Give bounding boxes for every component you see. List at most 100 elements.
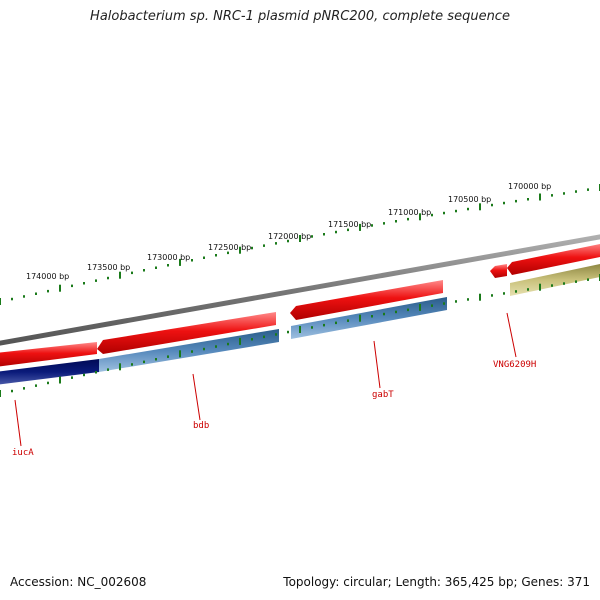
inner-ruler-minor-tick bbox=[527, 288, 529, 291]
inner-ruler-minor-tick bbox=[491, 294, 493, 297]
inner-ruler-major-tick bbox=[0, 390, 1, 397]
accession-text: Accession: NC_002608 bbox=[10, 575, 147, 589]
outer-ruler bbox=[0, 184, 600, 305]
inner-ruler-minor-tick bbox=[575, 280, 577, 283]
inner-ruler-minor-tick bbox=[95, 371, 97, 374]
inner-ruler-minor-tick bbox=[215, 345, 217, 348]
inner-ruler bbox=[0, 274, 600, 397]
inner-ruler-major-tick bbox=[359, 314, 361, 322]
outer-ruler-minor-tick bbox=[467, 207, 469, 211]
outer-ruler-minor-tick bbox=[371, 224, 373, 227]
outer-ruler-minor-tick bbox=[35, 292, 37, 295]
outer-ruler-minor-tick bbox=[515, 199, 517, 203]
outer-ruler-minor-tick bbox=[47, 289, 49, 293]
ruler-label-171500: 171500 bp bbox=[328, 220, 371, 229]
outer-ruler-minor-tick bbox=[251, 246, 253, 250]
inner-ruler-minor-tick bbox=[515, 290, 517, 293]
ruler-label-174000: 174000 bp bbox=[26, 272, 69, 281]
ruler-labels: 174000 bp 173500 bp 173000 bp 172500 bp … bbox=[26, 182, 551, 281]
outer-ruler-minor-tick bbox=[587, 188, 589, 191]
inner-ruler-minor-tick bbox=[143, 360, 145, 364]
outer-ruler-major-tick bbox=[59, 284, 61, 292]
outer-ruler-minor-tick bbox=[143, 269, 145, 272]
outer-ruler-minor-tick bbox=[107, 276, 109, 280]
inner-ruler-minor-tick bbox=[587, 278, 589, 281]
outer-ruler-minor-tick bbox=[71, 284, 73, 288]
leader-iucA bbox=[14, 399, 22, 447]
outer-ruler-minor-tick bbox=[527, 198, 529, 201]
outer-ruler-major-tick bbox=[479, 203, 481, 211]
outer-ruler-minor-tick bbox=[347, 228, 349, 232]
ruler-label-170500: 170500 bp bbox=[448, 195, 491, 204]
gene-label-VNG6209H[interactable]: VNG6209H bbox=[493, 360, 536, 370]
inner-ruler-major-tick bbox=[299, 326, 301, 333]
gene-label-gabT[interactable]: gabT bbox=[372, 390, 394, 400]
outer-ruler-major-tick bbox=[239, 246, 241, 254]
outer-ruler-minor-tick bbox=[131, 271, 133, 275]
map-title: Halobacterium sp. NRC-1 plasmid pNRC200,… bbox=[90, 9, 510, 24]
outer-ruler-minor-tick bbox=[395, 220, 397, 223]
inner-ruler-minor-tick bbox=[347, 319, 349, 322]
outer-ruler-major-tick bbox=[179, 258, 181, 266]
outer-ruler-minor-tick bbox=[83, 282, 85, 285]
inner-ruler-minor-tick bbox=[503, 292, 505, 295]
inner-ruler-minor-tick bbox=[371, 315, 373, 318]
outer-ruler-minor-tick bbox=[191, 259, 193, 262]
inner-ruler-major-tick bbox=[419, 303, 421, 311]
outer-ruler-minor-tick bbox=[503, 201, 505, 205]
inner-ruler-minor-tick bbox=[383, 312, 385, 316]
outer-ruler-minor-tick bbox=[491, 203, 493, 207]
inner-ruler-minor-tick bbox=[455, 300, 457, 303]
ruler-label-170000: 170000 bp bbox=[508, 182, 551, 191]
outer-ruler-minor-tick bbox=[383, 222, 385, 225]
inner-ruler-minor-tick bbox=[47, 381, 49, 385]
outer-ruler-major-tick bbox=[359, 223, 361, 231]
ruler-label-172500: 172500 bp bbox=[208, 243, 251, 252]
outer-ruler-minor-tick bbox=[551, 194, 553, 197]
reverse-gene-hypothetical[interactable] bbox=[510, 263, 600, 296]
inner-ruler-minor-tick bbox=[443, 302, 445, 305]
forward-gene-5[interactable] bbox=[507, 243, 600, 275]
inner-ruler-minor-tick bbox=[11, 389, 13, 393]
outer-ruler-minor-tick bbox=[95, 279, 97, 282]
outer-ruler-minor-tick bbox=[335, 230, 337, 234]
outer-ruler-minor-tick bbox=[263, 244, 265, 247]
inner-ruler-minor-tick bbox=[35, 384, 37, 387]
ruler-label-173000: 173000 bp bbox=[147, 253, 190, 262]
ruler-label-172000: 172000 bp bbox=[268, 232, 311, 241]
outer-ruler-minor-tick bbox=[311, 235, 313, 238]
inner-ruler-minor-tick bbox=[83, 373, 85, 377]
inner-ruler-minor-tick bbox=[311, 326, 313, 329]
forward-gene-2[interactable] bbox=[97, 312, 276, 354]
outer-ruler-minor-tick bbox=[227, 251, 229, 255]
forward-gene-4[interactable] bbox=[490, 264, 507, 278]
outer-ruler-major-tick bbox=[0, 298, 1, 305]
inner-ruler-minor-tick bbox=[467, 298, 469, 301]
inner-ruler-minor-tick bbox=[131, 363, 133, 366]
outer-ruler-minor-tick bbox=[215, 254, 217, 257]
outer-ruler-minor-tick bbox=[275, 242, 277, 245]
outer-ruler-major-tick bbox=[539, 193, 541, 201]
leader-bdb bbox=[192, 373, 201, 421]
outer-ruler-minor-tick bbox=[443, 211, 445, 215]
outer-ruler-major-tick bbox=[299, 235, 301, 242]
inner-ruler-minor-tick bbox=[335, 321, 337, 325]
gene-label-bdb[interactable]: bdb bbox=[193, 421, 209, 431]
outer-ruler-minor-tick bbox=[431, 213, 433, 217]
reverse-gene-iucA[interactable] bbox=[0, 359, 99, 385]
forward-gene-3[interactable] bbox=[290, 280, 443, 320]
outer-ruler-minor-tick bbox=[407, 217, 409, 221]
outer-ruler-major-tick bbox=[419, 213, 421, 221]
reverse-gene-gabT[interactable] bbox=[291, 297, 447, 339]
outer-ruler-minor-tick bbox=[455, 209, 457, 213]
outer-ruler-minor-tick bbox=[155, 266, 157, 269]
inner-ruler-minor-tick bbox=[155, 358, 157, 361]
inner-ruler-major-tick bbox=[479, 293, 481, 301]
inner-ruler-minor-tick bbox=[431, 304, 433, 307]
inner-ruler-minor-tick bbox=[203, 347, 205, 351]
forward-gene-1[interactable] bbox=[0, 342, 97, 367]
ruler-label-173500: 173500 bp bbox=[87, 263, 130, 272]
gene-label-iucA[interactable]: iucA bbox=[12, 448, 34, 458]
inner-ruler-major-tick bbox=[539, 283, 541, 291]
inner-ruler-major-tick bbox=[179, 350, 181, 358]
